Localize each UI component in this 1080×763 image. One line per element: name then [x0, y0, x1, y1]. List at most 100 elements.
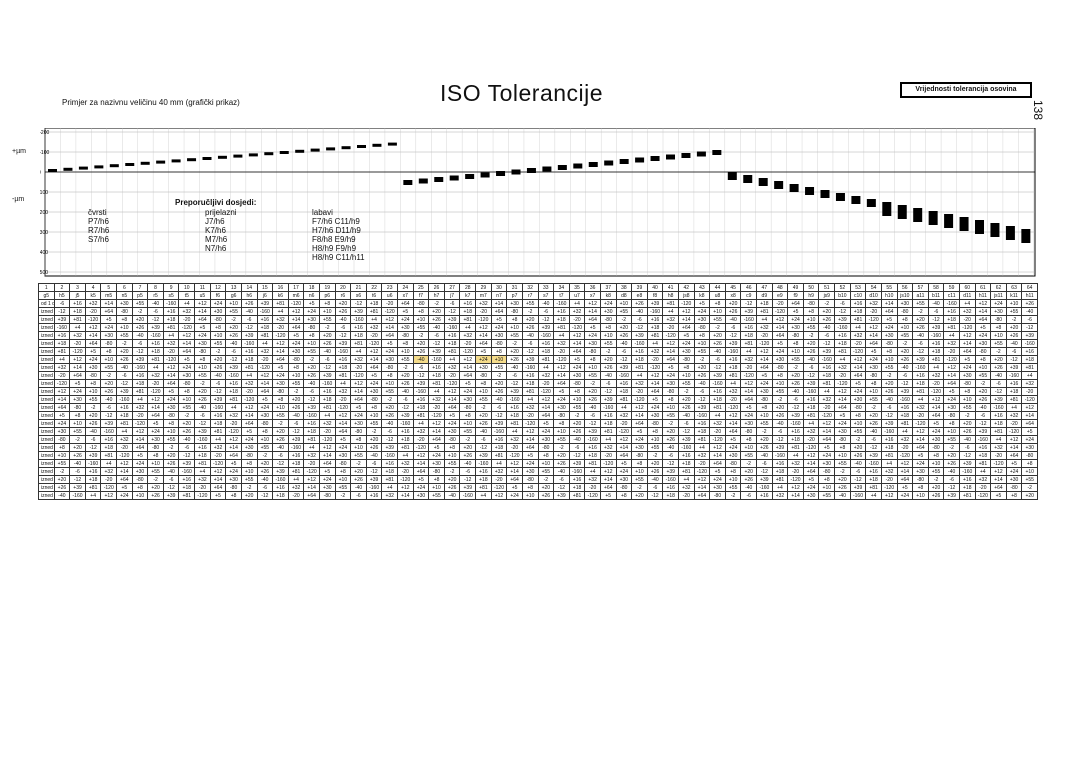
- table-cell: +26: [506, 355, 523, 364]
- table-cell: -80: [849, 403, 867, 412]
- table-cell: -40: [334, 315, 352, 324]
- table-cell: +39: [443, 315, 461, 324]
- table-cell: +30: [599, 307, 617, 316]
- table-cell: +18: [1005, 387, 1023, 396]
- table-cell: +32: [506, 435, 523, 444]
- tolerance-bar: [959, 217, 969, 231]
- table-cell: -120: [756, 339, 773, 348]
- table-cell: +16: [318, 387, 336, 396]
- table-cell: +55: [194, 371, 211, 380]
- table-cell: -20: [475, 307, 492, 316]
- table-cell: -160: [631, 339, 648, 348]
- table-cell: +14: [225, 443, 242, 452]
- column-header: t7: [553, 291, 570, 300]
- column-number: 52: [834, 283, 851, 292]
- table-row: izned 280 do 315+55-40-160+4+12+24+10+26…: [38, 459, 1038, 468]
- table-cell: +5: [927, 419, 945, 428]
- table-cell: +16: [693, 419, 711, 428]
- table-cell: +8: [303, 331, 320, 340]
- table-cell: +10: [116, 323, 133, 332]
- table-cell: +4: [724, 379, 742, 388]
- table-cell: -12: [147, 315, 164, 324]
- table-cell: -20: [599, 451, 617, 460]
- table-cell: +81: [787, 443, 804, 452]
- table-cell: -120: [240, 395, 258, 404]
- table-cell: +24: [646, 403, 664, 412]
- table-cell: -2: [84, 403, 102, 412]
- table-cell: -6: [818, 331, 836, 340]
- table-cell: +24: [990, 299, 1007, 308]
- table-cell: +32: [178, 307, 196, 316]
- table-cell: +5: [646, 395, 664, 404]
- table-cell: -40: [69, 459, 86, 468]
- table-cell: -120: [912, 419, 929, 428]
- table-cell: +39: [84, 451, 102, 460]
- legend-heading: labavi: [312, 208, 333, 217]
- table-cell: +10: [53, 451, 71, 460]
- tolerance-bar: [990, 223, 1000, 237]
- table-cell: +30: [1021, 443, 1038, 452]
- table-row: izned 400 do 450+26+39+81-120+5+8+20-12+…: [38, 483, 1038, 492]
- column-header: r5: [147, 291, 164, 300]
- table-cell: +39: [256, 299, 274, 308]
- table-cell: -80: [553, 411, 570, 420]
- table-cell: +30: [69, 395, 86, 404]
- table-cell: +64: [428, 435, 445, 444]
- table-cell: -120: [287, 299, 305, 308]
- table-cell: +12: [615, 435, 633, 444]
- table-cell: +24: [912, 459, 929, 468]
- tolerance-bars: [48, 142, 1031, 243]
- table-cell: +32: [818, 395, 836, 404]
- table-cell: +32: [350, 355, 367, 364]
- table-cell: +18: [521, 379, 539, 388]
- tick-label: -400: [40, 250, 48, 256]
- table-cell: -160: [318, 379, 336, 388]
- column-header: k5: [84, 291, 102, 300]
- table-cell: +24: [459, 387, 477, 396]
- table-cell: +24: [568, 363, 586, 372]
- table-cell: -160: [693, 411, 711, 420]
- table-cell: -160: [256, 307, 274, 316]
- table-cell: +20: [599, 355, 617, 364]
- tolerance-bar: [635, 157, 645, 163]
- table-cell: +10: [506, 323, 523, 332]
- table-cell: +5: [147, 419, 164, 428]
- column-header: x7: [584, 291, 601, 300]
- table-cell: +24: [537, 427, 555, 436]
- table-cell: +20: [912, 315, 929, 324]
- table-cell: -120: [974, 491, 992, 500]
- table-cell: +24: [615, 467, 633, 476]
- table-cell: -6: [943, 475, 960, 484]
- table-cell: -40: [506, 363, 523, 372]
- table-cell: +8: [787, 339, 804, 348]
- table-cell: +18: [256, 323, 274, 332]
- table-cell: +4: [802, 419, 820, 428]
- table-cell: +14: [209, 475, 227, 484]
- table-cell: -12: [865, 443, 882, 452]
- table-cell: +55: [443, 459, 461, 468]
- table-cell: -160: [162, 299, 180, 308]
- table-cell: +39: [272, 467, 289, 476]
- column-number: 51: [818, 283, 836, 292]
- table-cell: -2: [162, 443, 180, 452]
- table-cell: +16: [1021, 347, 1038, 356]
- table-cell: -20: [771, 299, 789, 308]
- table-cell: +10: [475, 387, 492, 396]
- table-cell: +64: [521, 443, 539, 452]
- table-cell: +16: [131, 371, 149, 380]
- table-cell: -80: [646, 419, 664, 428]
- table-cell: +12: [69, 355, 86, 364]
- table-cell: +18: [365, 299, 383, 308]
- table-cell: +81: [1005, 395, 1023, 404]
- column-header: k8: [599, 291, 617, 300]
- table-cell: -2: [334, 491, 352, 500]
- table-cell: +8: [272, 395, 289, 404]
- table-cell: +64: [443, 403, 461, 412]
- table-cell: +26: [53, 483, 71, 492]
- table-cell: +10: [443, 451, 461, 460]
- table-cell: +16: [662, 483, 679, 492]
- table-cell: +30: [459, 395, 477, 404]
- table-cell: -6: [178, 443, 196, 452]
- table-cell: -120: [537, 387, 555, 396]
- column-header: js10: [896, 291, 914, 300]
